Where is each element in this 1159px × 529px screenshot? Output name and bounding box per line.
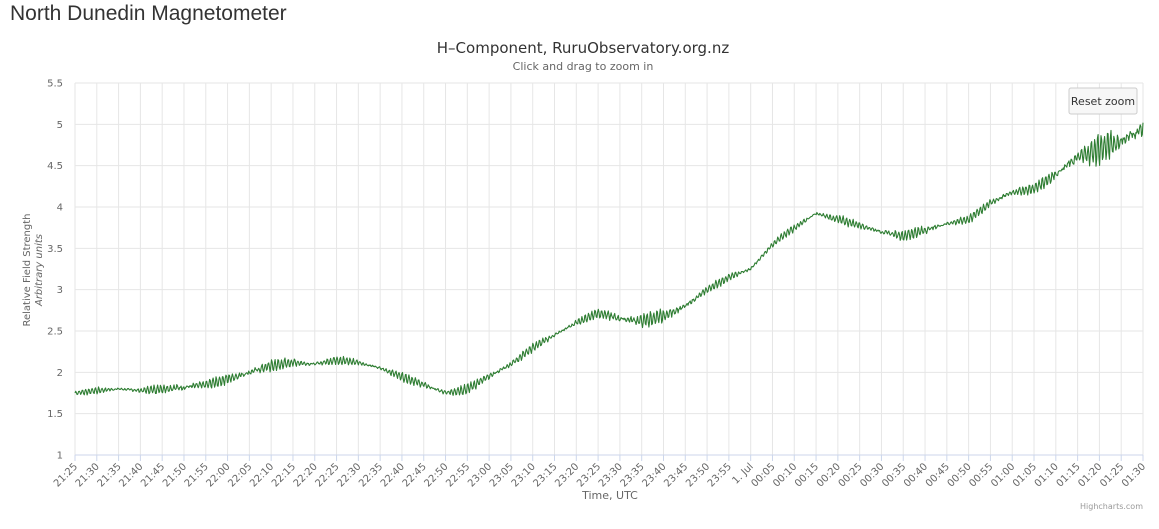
reset-zoom-button[interactable]: Reset zoom bbox=[1068, 87, 1138, 115]
x-tick-label: 21:35 bbox=[96, 461, 124, 489]
x-tick-label: 00:45 bbox=[924, 461, 952, 489]
credits-link[interactable]: Highcharts.com bbox=[1080, 502, 1143, 511]
y-tick-label: 3.5 bbox=[47, 244, 63, 255]
x-tick-label: 23:55 bbox=[706, 461, 734, 489]
y-tick-label: 1.5 bbox=[47, 409, 63, 420]
x-axis-title: Time, UTC bbox=[581, 489, 638, 502]
series-line-h-component bbox=[74, 122, 1144, 396]
page-title: North Dunedin Magnetometer bbox=[10, 2, 287, 25]
x-gridlines bbox=[74, 83, 1144, 461]
x-tick-label: 01:10 bbox=[1033, 461, 1061, 489]
x-tick-label: 23:15 bbox=[531, 461, 559, 489]
x-axis-labels: 21:2521:3021:3521:4021:4521:5021:5522:00… bbox=[52, 461, 1148, 489]
x-tick-label: 23:30 bbox=[597, 461, 625, 489]
y-axis-subtitle: Arbitrary units bbox=[34, 234, 45, 307]
x-tick-label: 01:20 bbox=[1076, 461, 1104, 489]
x-tick-label: 01:00 bbox=[989, 461, 1017, 489]
x-tick-label: 00:20 bbox=[815, 461, 843, 489]
x-tick-label: 23:40 bbox=[640, 461, 668, 489]
x-tick-label: 00:15 bbox=[793, 461, 821, 489]
x-tick-label: 23:45 bbox=[662, 461, 690, 489]
x-tick-label: 00:25 bbox=[837, 461, 865, 489]
y-axis-labels: 1 1.5 2 2.5 3 3.5 4 4.5 5 5.5 bbox=[47, 79, 63, 462]
x-tick-label: 21:40 bbox=[117, 461, 145, 489]
chart-subtitle: Click and drag to zoom in bbox=[513, 60, 654, 73]
y-tick-label: 1 bbox=[57, 451, 63, 462]
y-tick-label: 5 bbox=[57, 120, 63, 131]
x-tick-label: 23:20 bbox=[553, 461, 581, 489]
y-tick-label: 4 bbox=[57, 203, 63, 214]
x-tick-label: 22:40 bbox=[379, 461, 407, 489]
x-tick-label: 23:25 bbox=[575, 461, 603, 489]
chart-container[interactable]: H–Component, RuruObservatory.org.nz Clic… bbox=[0, 30, 1159, 524]
x-tick-label: 23:05 bbox=[488, 461, 516, 489]
x-tick-label: 01:05 bbox=[1011, 461, 1039, 489]
y-axis-title: Relative Field Strength bbox=[22, 213, 33, 326]
y-tick-label: 4.5 bbox=[47, 161, 63, 172]
x-tick-label: 22:30 bbox=[335, 461, 363, 489]
x-tick-label: 00:50 bbox=[946, 461, 974, 489]
x-tick-label: 23:10 bbox=[510, 461, 538, 489]
y-gridlines bbox=[75, 82, 1143, 456]
x-tick-label: 22:35 bbox=[357, 461, 385, 489]
x-tick-label: 01:15 bbox=[1055, 461, 1083, 489]
y-tick-label: 2.5 bbox=[47, 327, 63, 338]
x-tick-label: 22:55 bbox=[444, 461, 472, 489]
x-tick-label: 22:00 bbox=[205, 461, 233, 489]
x-tick-label: 22:20 bbox=[292, 461, 320, 489]
y-tick-label: 2 bbox=[57, 368, 63, 379]
x-tick-label: 21:45 bbox=[139, 461, 167, 489]
x-tick-label: 00:55 bbox=[967, 461, 995, 489]
y-tick-label: 3 bbox=[57, 285, 63, 296]
x-tick-label: 21:55 bbox=[183, 461, 211, 489]
chart-title: H–Component, RuruObservatory.org.nz bbox=[437, 39, 730, 57]
y-tick-label: 5.5 bbox=[47, 79, 63, 90]
x-tick-label: 23:50 bbox=[684, 461, 712, 489]
magnetometer-chart[interactable]: H–Component, RuruObservatory.org.nz Clic… bbox=[0, 30, 1159, 524]
x-tick-label: 22:05 bbox=[226, 461, 254, 489]
x-tick-label: 00:30 bbox=[858, 461, 886, 489]
x-tick-label: 23:35 bbox=[619, 461, 647, 489]
x-tick-label: 22:25 bbox=[314, 461, 342, 489]
x-tick-label: 22:15 bbox=[270, 461, 298, 489]
x-tick-label: 01:25 bbox=[1098, 461, 1126, 489]
x-tick-label: 00:40 bbox=[902, 461, 930, 489]
x-tick-label: 00:35 bbox=[880, 461, 908, 489]
x-tick-label: 22:10 bbox=[248, 461, 276, 489]
x-tick-label: 21:50 bbox=[161, 461, 189, 489]
x-tick-label: 01:30 bbox=[1120, 461, 1148, 489]
reset-zoom-label[interactable]: Reset zoom bbox=[1071, 95, 1135, 108]
x-tick-label: 23:00 bbox=[466, 461, 494, 489]
